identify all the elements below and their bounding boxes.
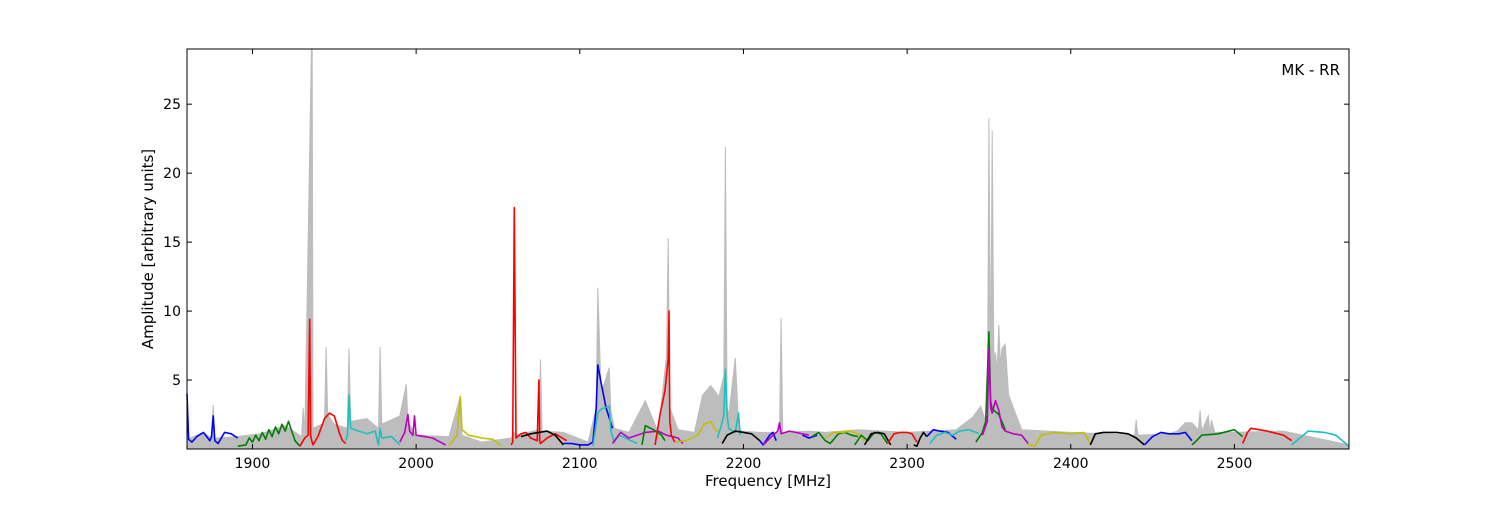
x-axis-label: Frequency [MHz] <box>705 472 831 490</box>
x-ticks: 1900 2000 2100 2200 2300 2400 2500 <box>235 49 1253 472</box>
series-line-4 <box>399 413 446 446</box>
series-line-21 <box>854 431 889 446</box>
series-line-6 <box>510 206 568 446</box>
background-series-layer <box>186 48 1350 450</box>
series-line-30 <box>1089 431 1145 446</box>
series-line-28 <box>981 348 1029 444</box>
x-tick-label: 2400 <box>1053 456 1089 472</box>
x-tick-label: 2000 <box>398 456 434 472</box>
series-line-32 <box>1191 428 1244 446</box>
series-line-23 <box>886 431 918 444</box>
x-tick-label: 2500 <box>1217 456 1253 472</box>
series-layer <box>186 206 1350 448</box>
series-line-29 <box>1028 431 1092 448</box>
x-tick-label: 2200 <box>726 456 762 472</box>
series-line-24 <box>913 431 928 448</box>
y-tick-label: 20 <box>163 166 181 182</box>
x-tick-label: 1900 <box>235 456 271 472</box>
series-line-13 <box>674 420 718 443</box>
series-line-33 <box>1241 427 1293 444</box>
series-line-20 <box>824 430 866 442</box>
series-line-12 <box>654 310 676 446</box>
y-axis-label: Amplitude [arbitrary units] <box>139 149 157 349</box>
y-tick-label: 15 <box>163 235 181 251</box>
series-line-19 <box>811 431 859 445</box>
series-line-1 <box>237 420 301 447</box>
series-line-7 <box>520 430 565 446</box>
y-tick-label: 10 <box>163 304 181 320</box>
y-tick-label: 5 <box>172 373 181 389</box>
plot-frame <box>186 48 1350 450</box>
series-line-34 <box>1291 430 1350 447</box>
y-tick-label: 25 <box>163 97 181 113</box>
series-line-9 <box>592 405 638 447</box>
series-line-2 <box>299 318 347 447</box>
series-line-31 <box>1143 431 1193 446</box>
x-tick-label: 2300 <box>889 456 925 472</box>
series-line-11 <box>641 424 666 446</box>
series-line-0 <box>186 393 239 445</box>
plot-area <box>187 49 1349 449</box>
series-line-22 <box>863 431 892 446</box>
series-line-3 <box>345 394 401 446</box>
series-line-5 <box>448 395 502 447</box>
x-tick-label: 2100 <box>562 456 598 472</box>
series-line-17 <box>762 421 810 446</box>
annotation-label: MK - RR <box>1281 61 1340 79</box>
series-line-8 <box>563 364 614 446</box>
background-spectrum-area <box>186 48 1350 450</box>
series-line-15 <box>721 430 761 444</box>
y-ticks: 5 10 15 20 25 <box>163 97 1349 389</box>
series-line-26 <box>929 428 980 444</box>
series-line-10 <box>611 430 684 445</box>
series-line-14 <box>716 368 741 439</box>
